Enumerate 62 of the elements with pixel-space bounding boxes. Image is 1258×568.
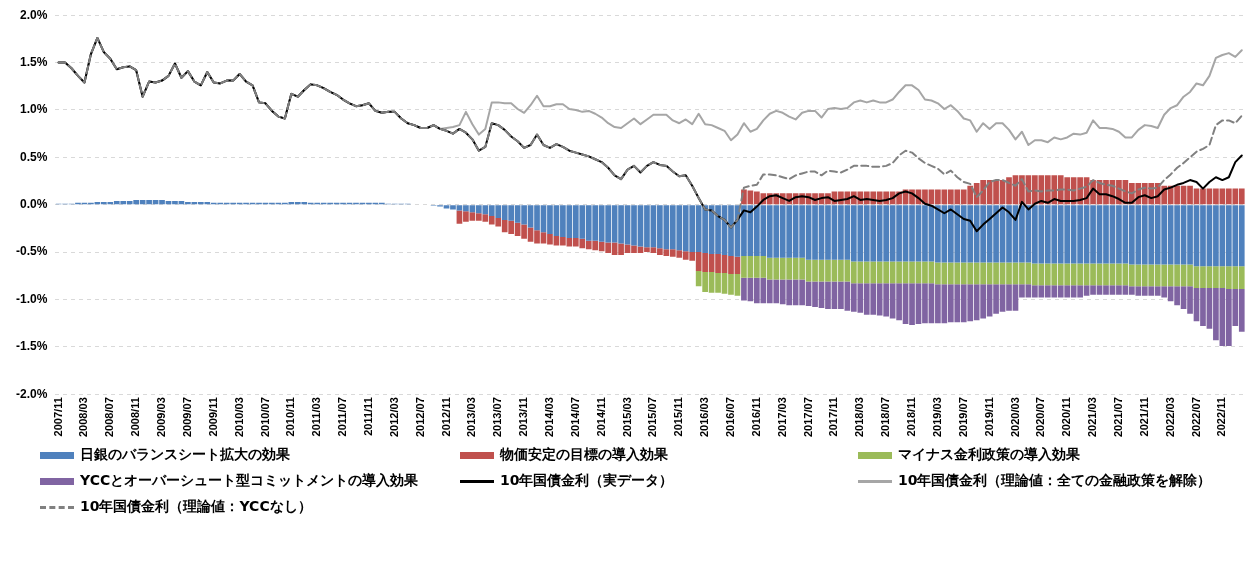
legend-label: 10年国債金利（実データ） [500, 472, 674, 490]
x-tick-label: 2015/07 [646, 397, 659, 437]
x-tick-label: 2010/03 [232, 397, 245, 437]
legend-label: 10年国債金利（理論値：YCCなし） [80, 498, 312, 516]
x-tick-label: 2020/03 [1008, 397, 1021, 437]
x-tick-label: 2020/07 [1034, 397, 1047, 437]
x-tick-label: 2014/03 [542, 397, 555, 437]
x-tick-label: 2014/11 [594, 397, 607, 437]
x-tick-label: 2018/03 [853, 397, 866, 437]
x-tick-label: 2008/07 [103, 397, 116, 437]
x-tick-label: 2007/11 [51, 397, 64, 437]
x-tick-label: 2013/11 [517, 397, 530, 437]
x-tick-label: 2020/11 [1060, 397, 1073, 437]
x-tick-label: 2022/11 [1215, 397, 1228, 437]
x-tick-label: 2016/03 [698, 397, 711, 437]
y-tick-label: -2.0% [15, 386, 48, 401]
legend-label: 日銀のバランスシート拡大の効果 [80, 446, 290, 464]
legend-label: 10年国債金利（理論値：全ての金融政策を解除） [898, 472, 1212, 490]
x-tick-label: 2012/07 [413, 397, 426, 437]
x-tick-label: 2011/11 [361, 397, 374, 436]
x-tick-label: 2018/11 [905, 397, 918, 437]
y-tick-label: 2.0% [19, 7, 48, 22]
x-tick-label: 2021/03 [1086, 397, 1099, 437]
x-tick-label: 2010/11 [284, 397, 297, 437]
x-tick-label: 2008/03 [77, 397, 90, 437]
x-tick-label: 2017/11 [827, 397, 840, 437]
x-tick-label: 2017/03 [775, 397, 788, 437]
x-tick-label: 2019/03 [930, 397, 943, 437]
y-tick-label: 1.0% [19, 102, 48, 117]
x-tick-label: 2021/11 [1137, 397, 1150, 437]
x-tick-label: 2011/03 [310, 397, 323, 437]
x-tick-label: 2021/07 [1111, 397, 1124, 437]
x-tick-label: 2012/11 [439, 397, 452, 437]
x-tick-label: 2016/07 [724, 397, 737, 437]
y-tick-label: -1.5% [15, 339, 48, 354]
x-tick-label: 2022/07 [1189, 397, 1202, 437]
x-tick-label: 2010/07 [258, 397, 271, 437]
x-tick-label: 2015/11 [672, 397, 685, 437]
x-tick-label: 2019/11 [982, 397, 995, 437]
x-tick-label: 2013/07 [491, 397, 504, 437]
y-tick-label: -0.5% [15, 244, 48, 259]
x-tick-label: 2016/11 [749, 397, 762, 437]
x-tick-label: 2009/11 [206, 397, 219, 437]
x-tick-label: 2011/07 [336, 397, 349, 437]
x-tick-label: 2013/03 [465, 397, 478, 437]
legend-label: マイナス金利政策の導入効果 [898, 446, 1080, 464]
y-tick-label: 0.5% [19, 149, 48, 164]
x-tick-label: 2019/07 [956, 397, 969, 437]
x-tick-label: 2009/03 [155, 397, 168, 437]
x-tick-label: 2008/11 [129, 397, 142, 437]
y-tick-label: 0.0% [19, 197, 48, 212]
x-tick-label: 2012/03 [387, 397, 400, 437]
x-tick-label: 2014/07 [568, 397, 581, 437]
x-tick-label: 2022/03 [1163, 397, 1176, 437]
x-tick-label: 2018/07 [879, 397, 892, 437]
x-tick-label: 2009/07 [180, 397, 193, 437]
x-tick-label: 2017/07 [801, 397, 814, 437]
y-tick-label: -1.0% [15, 291, 48, 306]
legend-label: YCCとオーバーシュート型コミットメントの導入効果 [80, 472, 419, 490]
y-tick-label: 1.5% [19, 54, 48, 69]
x-tick-label: 2015/03 [620, 397, 633, 437]
legend-label: 物価安定の目標の導入効果 [500, 446, 668, 464]
